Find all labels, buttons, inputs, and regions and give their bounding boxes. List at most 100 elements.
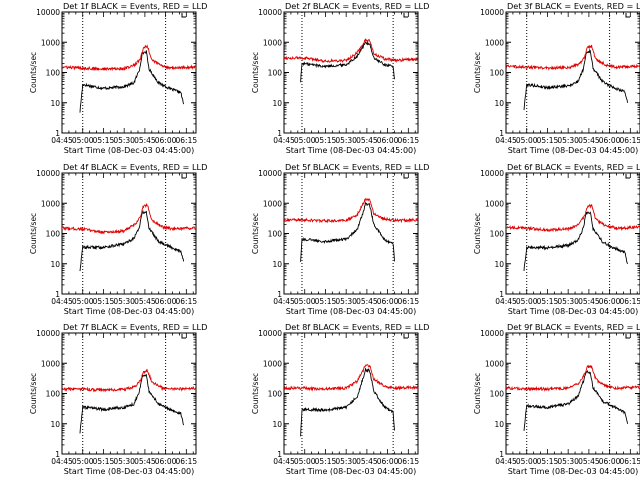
x-tick-label: 05:30 (335, 297, 357, 306)
x-tick-label: 06:00 (377, 457, 399, 466)
x-tick-label: 06:00 (155, 457, 177, 466)
panel-det-7: Det 7f BLACK = Events, RED = LLD 1 10 100 10… (29, 322, 207, 476)
panel-det-9: Det 9f BLACK = Events, RED = LLD 1 10 100 10… (473, 322, 640, 476)
x-tick-label: 05:30 (335, 136, 357, 145)
y-axis-label: Counts/sec (473, 373, 482, 414)
x-axis-label: Start Time (08-Dec-03 04:45:00) (508, 146, 639, 155)
plot-frame (505, 332, 640, 455)
corner-mark (625, 334, 630, 339)
panel-det-2: Det 2f BLACK = Events, RED = LLD 1 10 100 10… (251, 1, 429, 155)
y-tick-label: 1000 (263, 38, 282, 47)
x-axis-label: Start Time (08-Dec-03 04:45:00) (286, 307, 417, 316)
series-line-events (523, 48, 629, 111)
x-tick-label: 06:15 (620, 297, 640, 306)
x-tick-label: 06:15 (176, 136, 198, 145)
y-tick-label: 1000 (263, 359, 282, 368)
series-line-events (79, 50, 185, 113)
x-axis-label: Start Time (08-Dec-03 04:45:00) (508, 307, 639, 316)
x-tick-label: 05:15 (315, 457, 337, 466)
series-line-lld (284, 364, 418, 392)
series-line-lld (62, 202, 196, 235)
y-tick-label: 10000 (480, 169, 504, 178)
x-tick-label: 06:15 (398, 457, 420, 466)
corner-mark (403, 174, 408, 179)
x-tick-label: 05:30 (113, 457, 135, 466)
y-tick-label: 10 (50, 99, 60, 108)
x-tick-label: 04:45 (51, 136, 73, 145)
y-axis-label: Counts/sec (251, 213, 260, 254)
y-tick-label: 10 (494, 260, 504, 269)
x-tick-label: 04:45 (273, 297, 295, 306)
x-tick-label: 06:00 (155, 297, 177, 306)
series-line-events (300, 40, 395, 83)
x-tick-label: 06:00 (377, 297, 399, 306)
corner-mark (181, 13, 186, 18)
series-line-lld (506, 203, 640, 233)
y-tick-label: 1000 (485, 199, 504, 208)
y-tick-label: 10 (494, 99, 504, 108)
series-line-events (523, 211, 629, 272)
y-tick-label: 1 (277, 129, 282, 138)
x-tick-label: 05:30 (113, 136, 135, 145)
x-tick-label: 05:00 (516, 457, 538, 466)
panel-title: Det 7f BLACK = Events, RED = LLD (63, 322, 207, 332)
x-axis-label: Start Time (08-Dec-03 04:45:00) (64, 307, 195, 316)
y-tick-label: 1000 (41, 199, 60, 208)
series-line-events (523, 369, 629, 431)
plot-frame (283, 11, 419, 134)
series-line-lld (506, 44, 640, 71)
corner-mark (181, 334, 186, 339)
y-tick-label: 1000 (41, 38, 60, 47)
y-tick-label: 1 (499, 450, 504, 459)
y-tick-label: 10 (272, 99, 282, 108)
x-tick-label: 05:00 (294, 297, 316, 306)
panel-title: Det 5f BLACK = Events, RED = LLD (285, 162, 429, 172)
x-tick-label: 05:00 (516, 136, 538, 145)
x-tick-label: 04:45 (495, 457, 517, 466)
x-tick-label: 05:00 (516, 297, 538, 306)
panel-title: Det 9f BLACK = Events, RED = LLD (507, 322, 640, 332)
plot-frame (61, 172, 197, 295)
x-tick-label: 04:45 (495, 297, 517, 306)
x-tick-label: 05:45 (134, 457, 156, 466)
y-tick-label: 100 (268, 230, 283, 239)
y-tick-label: 10 (50, 260, 60, 269)
panel-title: Det 6f BLACK = Events, RED = LLD (507, 162, 640, 172)
y-axis-label: Counts/sec (251, 52, 260, 93)
y-tick-label: 10000 (480, 8, 504, 17)
x-tick-label: 06:15 (176, 297, 198, 306)
panel-title: Det 3f BLACK = Events, RED = LLD (507, 1, 640, 11)
x-tick-label: 05:15 (537, 297, 559, 306)
x-tick-label: 05:30 (557, 297, 579, 306)
y-tick-label: 1 (55, 450, 60, 459)
y-axis-label: Counts/sec (29, 52, 38, 93)
plot-frame (283, 332, 419, 455)
y-axis-label: Counts/sec (473, 213, 482, 254)
x-tick-label: 05:15 (315, 136, 337, 145)
panel-det-3: Det 3f BLACK = Events, RED = LLD 1 10 100 10… (473, 1, 640, 155)
y-tick-label: 1 (55, 129, 60, 138)
y-tick-label: 100 (46, 230, 61, 239)
x-tick-label: 05:15 (93, 297, 115, 306)
y-tick-label: 100 (46, 69, 61, 78)
plot-frame (505, 172, 640, 295)
y-axis-label: Counts/sec (29, 373, 38, 414)
y-tick-label: 10 (272, 260, 282, 269)
x-axis-label: Start Time (08-Dec-03 04:45:00) (508, 467, 639, 476)
panel-title: Det 1f BLACK = Events, RED = LLD (63, 1, 207, 11)
y-tick-label: 10 (494, 420, 504, 429)
panel-title: Det 8f BLACK = Events, RED = LLD (285, 322, 429, 332)
x-axis-label: Start Time (08-Dec-03 04:45:00) (286, 146, 417, 155)
x-tick-label: 06:15 (398, 136, 420, 145)
x-tick-label: 05:30 (113, 297, 135, 306)
y-tick-label: 1000 (263, 199, 282, 208)
y-tick-label: 1 (277, 290, 282, 299)
series-line-events (79, 209, 185, 272)
x-tick-label: 05:15 (93, 136, 115, 145)
plot-frame (61, 11, 197, 134)
x-tick-label: 05:45 (134, 136, 156, 145)
plot-frame (61, 332, 197, 455)
x-tick-label: 04:45 (273, 457, 295, 466)
y-tick-label: 10000 (36, 8, 60, 17)
y-tick-label: 10000 (258, 329, 282, 338)
